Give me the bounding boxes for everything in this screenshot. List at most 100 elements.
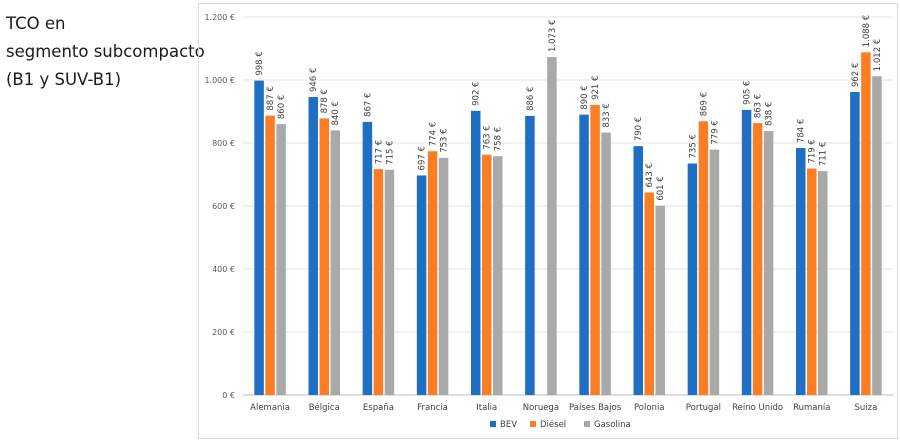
data-label: 763 € — [483, 125, 493, 149]
data-label: 779 € — [710, 120, 720, 144]
bar-chart: 0 € 200 € 400 € 600 € 800 € 1.000 € 1.200 € 998… — [204, 13, 893, 430]
data-label: 863 € — [754, 94, 764, 118]
bar-gasolina — [384, 169, 395, 395]
y-tick-label: 400 € — [212, 265, 235, 274]
data-label: 867 € — [363, 93, 373, 117]
bar-diesel — [482, 154, 492, 395]
side-title: TCO en segmento subcompacto (B1 y SUV-B1… — [6, 10, 205, 94]
data-label: 890 € — [580, 85, 590, 109]
legend-swatch — [490, 421, 496, 427]
bar-bev — [308, 97, 318, 395]
x-tick-label: Rumanía — [793, 403, 830, 413]
y-tick-label: 800 € — [212, 139, 235, 148]
bar-bev — [741, 109, 752, 396]
bar-bev — [687, 163, 698, 395]
data-label: 711 € — [819, 142, 829, 166]
bar-gasolina — [330, 130, 340, 395]
data-label: 784 € — [797, 119, 807, 143]
data-label: 715 € — [385, 140, 395, 164]
data-label: 998 € — [255, 51, 265, 75]
bar-bev — [471, 110, 481, 396]
bar-diesel — [319, 118, 329, 396]
data-label: 869 € — [699, 92, 709, 116]
data-label: 717 € — [374, 140, 384, 164]
bar-gasolina — [493, 156, 503, 395]
bar-bev — [416, 175, 427, 395]
bar-gasolina — [872, 76, 882, 395]
data-label: 1.073 € — [548, 20, 558, 52]
data-label: 840 € — [331, 101, 341, 125]
x-tick-label: Suiza — [855, 403, 878, 413]
data-label: 643 € — [645, 163, 655, 187]
data-label: 719 € — [808, 139, 818, 163]
bar-gasolina — [276, 124, 286, 395]
legend-swatch — [584, 421, 590, 427]
bar-gasolina — [655, 205, 665, 395]
data-label: 833 € — [602, 103, 612, 127]
x-tick-label: Italia — [476, 403, 497, 413]
x-tick-label: Portugal — [686, 403, 721, 413]
bar-bev — [850, 91, 860, 395]
data-label: 946 € — [309, 68, 319, 92]
bar-gasolina — [709, 149, 720, 395]
x-tick-label: Bélgica — [309, 402, 340, 413]
data-label: 697 € — [418, 146, 428, 170]
data-label: 838 € — [765, 102, 775, 126]
data-label: 735 € — [688, 134, 698, 158]
legend-label: Gasolina — [594, 420, 631, 430]
side-title-line-2: segmento subcompacto — [6, 42, 205, 61]
x-tick-label: Polonia — [634, 403, 665, 413]
x-tick-label: Noruega — [523, 403, 559, 413]
data-label: 905 € — [743, 81, 753, 105]
data-label: 1.088 € — [862, 15, 872, 47]
legend-swatch — [530, 421, 536, 427]
y-tick-label: 1.000 € — [204, 76, 235, 85]
bar-bev — [633, 146, 643, 395]
bar-gasolina — [601, 132, 611, 396]
bar-gasolina — [763, 131, 774, 395]
side-title-line-1: TCO en — [6, 14, 66, 33]
legend-label: BEV — [500, 420, 517, 430]
bar-bev — [525, 115, 535, 395]
x-tick-label: Alemania — [250, 403, 290, 413]
bar-diesel — [590, 104, 600, 395]
bar-bev — [579, 114, 589, 396]
x-tick-label: España — [363, 403, 394, 413]
data-label: 790 € — [634, 117, 644, 141]
data-label: 774 € — [429, 122, 439, 146]
bar-gasolina — [438, 157, 449, 395]
side-title-line-3: (B1 y SUV-B1) — [6, 70, 122, 89]
data-label: 962 € — [851, 63, 861, 87]
data-label: 601 € — [656, 176, 666, 200]
bar-diesel — [373, 169, 384, 395]
bar-diesel — [265, 115, 275, 395]
data-label: 860 € — [277, 95, 287, 119]
bar-diesel — [698, 121, 709, 395]
bar-bev — [254, 80, 264, 395]
data-label: 758 € — [494, 127, 504, 151]
bar-bev — [796, 148, 806, 395]
legend-label: Diésel — [540, 419, 566, 430]
y-tick-label: 1.200 € — [204, 13, 235, 22]
data-label: 887 € — [266, 86, 276, 110]
data-label: 878 € — [320, 89, 330, 113]
bar-diesel — [752, 123, 763, 395]
bar-bev — [362, 121, 373, 396]
bar-diesel — [807, 168, 817, 395]
x-tick-label: Francia — [417, 403, 448, 413]
bar-gasolina — [547, 57, 557, 395]
data-label: 886 € — [526, 87, 536, 111]
chart-area: 0 € 200 € 400 € 600 € 800 € 1.000 € 1.200 € 998… — [198, 3, 898, 439]
bar-diesel — [644, 192, 654, 395]
data-label: 1.012 € — [873, 39, 883, 71]
x-tick-label: Reino Unido — [732, 403, 783, 413]
y-tick-label: 600 € — [212, 202, 235, 211]
y-tick-label: 200 € — [212, 328, 235, 337]
data-label: 753 € — [440, 128, 450, 152]
data-label: 902 € — [472, 82, 482, 106]
bar-gasolina — [818, 171, 828, 395]
data-label: 921 € — [591, 76, 601, 100]
x-tick-label: Países Bajos — [569, 403, 622, 413]
bar-diesel — [861, 52, 871, 395]
y-tick-label: 0 € — [222, 391, 235, 400]
